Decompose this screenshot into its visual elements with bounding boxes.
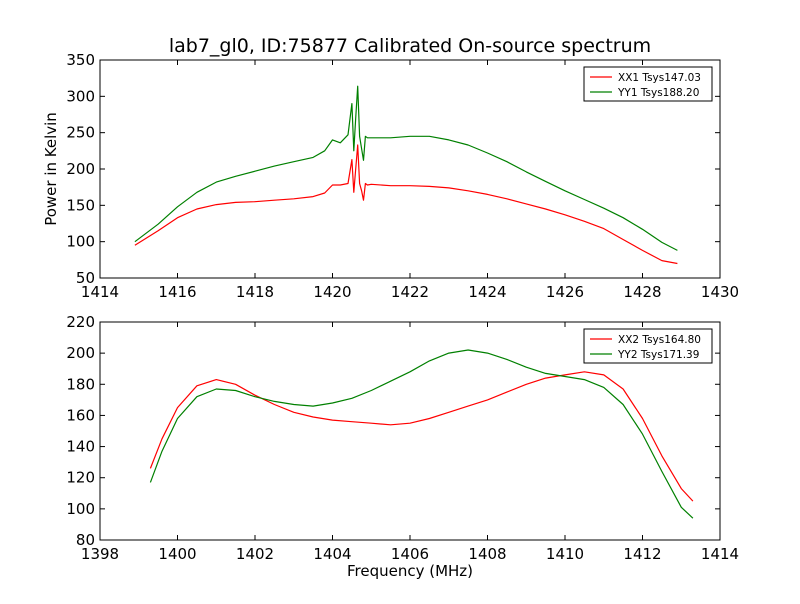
x-tick-label: 1422: [391, 283, 429, 301]
y-tick-label: 120: [66, 469, 95, 487]
x-tick-label: 1410: [546, 545, 584, 563]
x-tick-label: 1400: [158, 545, 196, 563]
y-tick-label: 180: [66, 375, 95, 393]
y-tick-label: 80: [76, 531, 95, 549]
y-tick-label: 140: [66, 438, 95, 456]
legend-entry-label: XX2 Tsys164.80: [618, 334, 701, 346]
x-tick-label: 1430: [701, 283, 739, 301]
y-tick-label: 200: [66, 344, 95, 362]
y-tick-label: 150: [66, 196, 95, 214]
y-axis-label: Power in Kelvin: [42, 112, 60, 226]
y-tick-label: 160: [66, 406, 95, 424]
y-tick-label: 350: [66, 51, 95, 69]
x-tick-label: 1404: [313, 545, 351, 563]
y-tick-label: 250: [66, 124, 95, 142]
x-tick-label: 1420: [313, 283, 351, 301]
x-tick-label: 1418: [236, 283, 274, 301]
x-axis-label: Frequency (MHz): [347, 562, 473, 580]
series-line-xx2: [149, 371, 694, 502]
legend-entry-label: YY1 Tsys188.20: [617, 87, 699, 99]
x-tick-label: 1398: [81, 545, 119, 563]
x-tick-label: 1412: [623, 545, 661, 563]
y-tick-label: 200: [66, 160, 95, 178]
figure-title: lab7_gl0, ID:75877 Calibrated On-source …: [169, 35, 651, 57]
x-tick-label: 1414: [81, 283, 119, 301]
x-tick-label: 1408: [468, 545, 506, 563]
y-tick-label: 300: [66, 87, 95, 105]
legend: XX1 Tsys147.03 YY1 Tsys188.20: [583, 66, 713, 102]
legend-box: [583, 328, 713, 364]
series-line-xx1: [134, 144, 678, 265]
y-tick-label: 100: [66, 233, 95, 251]
series-line-yy2: [149, 349, 694, 519]
x-tick-label: 1424: [468, 283, 506, 301]
legend-box: [583, 66, 713, 102]
y-tick-label: 220: [66, 313, 95, 331]
legend-entry-label: YY2 Tsys171.39: [617, 349, 699, 361]
x-tick-label: 1428: [623, 283, 661, 301]
y-tick-label: 100: [66, 500, 95, 518]
x-tick-label: 1414: [701, 545, 739, 563]
top-plot: 1414 1416 1418 1420 1422 1424 1426 1428 1430 50 10…: [42, 51, 739, 301]
y-tick-label: 50: [76, 269, 95, 287]
x-tick-label: 1406: [391, 545, 429, 563]
bottom-plot: 1398 1400 1402 1404 1406 1408 1410 1412 1414 80 10…: [66, 313, 739, 580]
x-tick-label: 1416: [158, 283, 196, 301]
x-tick-label: 1426: [546, 283, 584, 301]
legend: XX2 Tsys164.80 YY2 Tsys171.39: [583, 328, 713, 364]
legend-entry-label: XX1 Tsys147.03: [618, 72, 701, 84]
x-tick-label: 1402: [236, 545, 274, 563]
series-line-yy1: [134, 85, 678, 251]
